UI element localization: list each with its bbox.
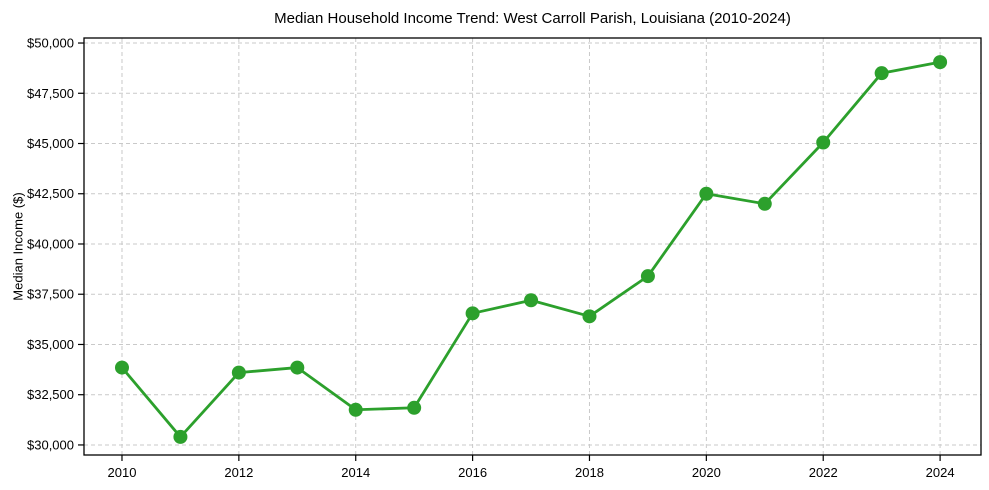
data-point-2022 xyxy=(816,135,831,150)
y-tick-label: $37,500 xyxy=(27,287,74,302)
data-point-2015 xyxy=(407,400,422,415)
x-tick-label: 2012 xyxy=(224,465,253,480)
data-point-2021 xyxy=(757,196,772,211)
data-point-2014 xyxy=(348,402,363,417)
trend-line xyxy=(120,60,942,439)
data-point-2018 xyxy=(582,309,597,324)
data-point-2019 xyxy=(640,269,655,284)
data-point-2024 xyxy=(933,55,948,70)
x-tick-label: 2018 xyxy=(575,465,604,480)
data-point-2023 xyxy=(874,66,889,81)
data-point-2013 xyxy=(290,360,305,375)
y-axis-label: Median Income ($) xyxy=(10,192,26,301)
data-point-2011 xyxy=(173,429,188,444)
y-tick-label: $45,000 xyxy=(27,136,74,151)
data-point-2016 xyxy=(465,306,480,321)
y-tick-label: $40,000 xyxy=(27,236,74,251)
y-tick-label: $32,500 xyxy=(27,387,74,402)
y-tick-label: $47,500 xyxy=(27,86,74,101)
y-tick-label: $50,000 xyxy=(27,36,74,51)
x-tick-label: 2022 xyxy=(809,465,838,480)
data-point-2017 xyxy=(524,293,539,308)
x-tick-label: 2010 xyxy=(108,465,137,480)
data-point-2012 xyxy=(231,365,246,380)
y-tick-label: $30,000 xyxy=(27,437,74,452)
data-point-2020 xyxy=(699,186,714,201)
data-point-2010 xyxy=(114,360,129,375)
y-tick-label: $42,500 xyxy=(27,186,74,201)
x-tick-label: 2024 xyxy=(926,465,955,480)
axes-spines xyxy=(83,37,982,456)
x-tick-label: 2020 xyxy=(692,465,721,480)
x-tick-label: 2014 xyxy=(341,465,370,480)
y-tick-label: $35,000 xyxy=(27,337,74,352)
chart-title: Median Household Income Trend: West Carr… xyxy=(274,10,791,27)
x-tick-label: 2016 xyxy=(458,465,487,480)
